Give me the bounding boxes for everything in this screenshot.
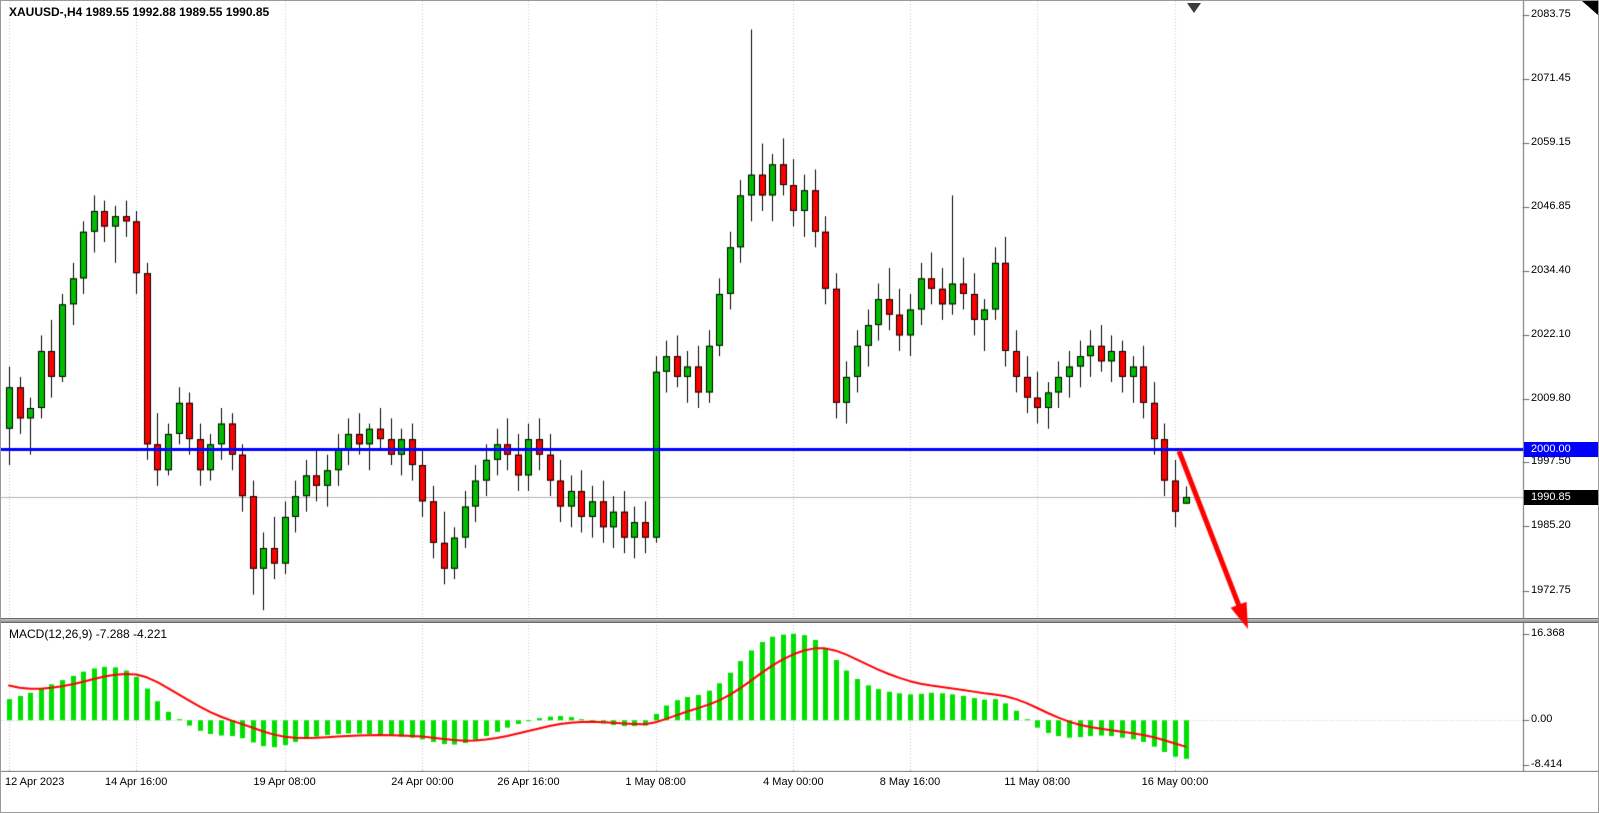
corner-triangle-icon: [1582, 1, 1598, 15]
current-price-badge: 1990.85: [1524, 489, 1598, 505]
hline-price-badge: 2000.00: [1524, 442, 1598, 458]
